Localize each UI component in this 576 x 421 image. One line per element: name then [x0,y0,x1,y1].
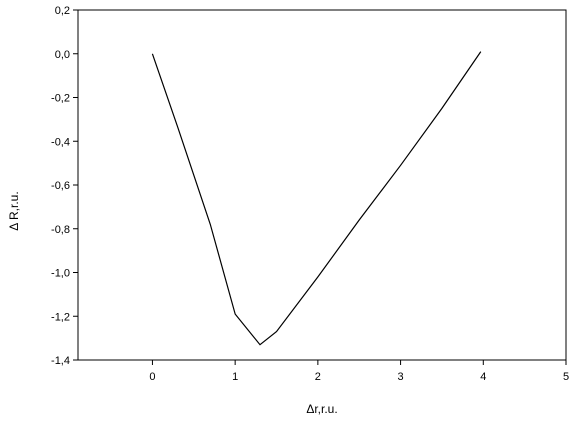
series-layer [151,51,482,346]
y-tick-label: 0,0 [55,49,70,61]
y-tick-label: -1,2 [51,311,70,323]
x-tick-label: 5 [563,371,569,383]
y-tick-label: -1,4 [51,355,70,367]
y-axis-title: Δ R,r.u. [7,191,21,230]
series-line [151,51,482,346]
x-axis-title: Δr,r.u. [306,402,337,416]
plot-border [77,9,567,361]
y-tick-label: -0,2 [51,93,70,105]
y-tick-label: 0,2 [55,5,70,17]
y-tick-label: -0,4 [51,136,70,148]
x-tick-label: 2 [315,371,321,383]
x-axis: 0 1 2 3 4 5 [149,360,569,383]
y-axis: 0,2 0,0 -0,2 -0,4 -0,6 -0,8 -1,0 -1,2 -1,4 [51,5,78,367]
plot-area [77,9,567,361]
x-tick-label: 0 [149,371,155,383]
x-tick-label: 4 [480,371,486,383]
x-tick-label: 3 [398,371,404,383]
y-tick-label: -0,8 [51,224,70,236]
y-tick-label: -0,6 [51,180,70,192]
x-tick-label: 1 [232,371,238,383]
y-tick-label: -1,0 [51,268,70,280]
